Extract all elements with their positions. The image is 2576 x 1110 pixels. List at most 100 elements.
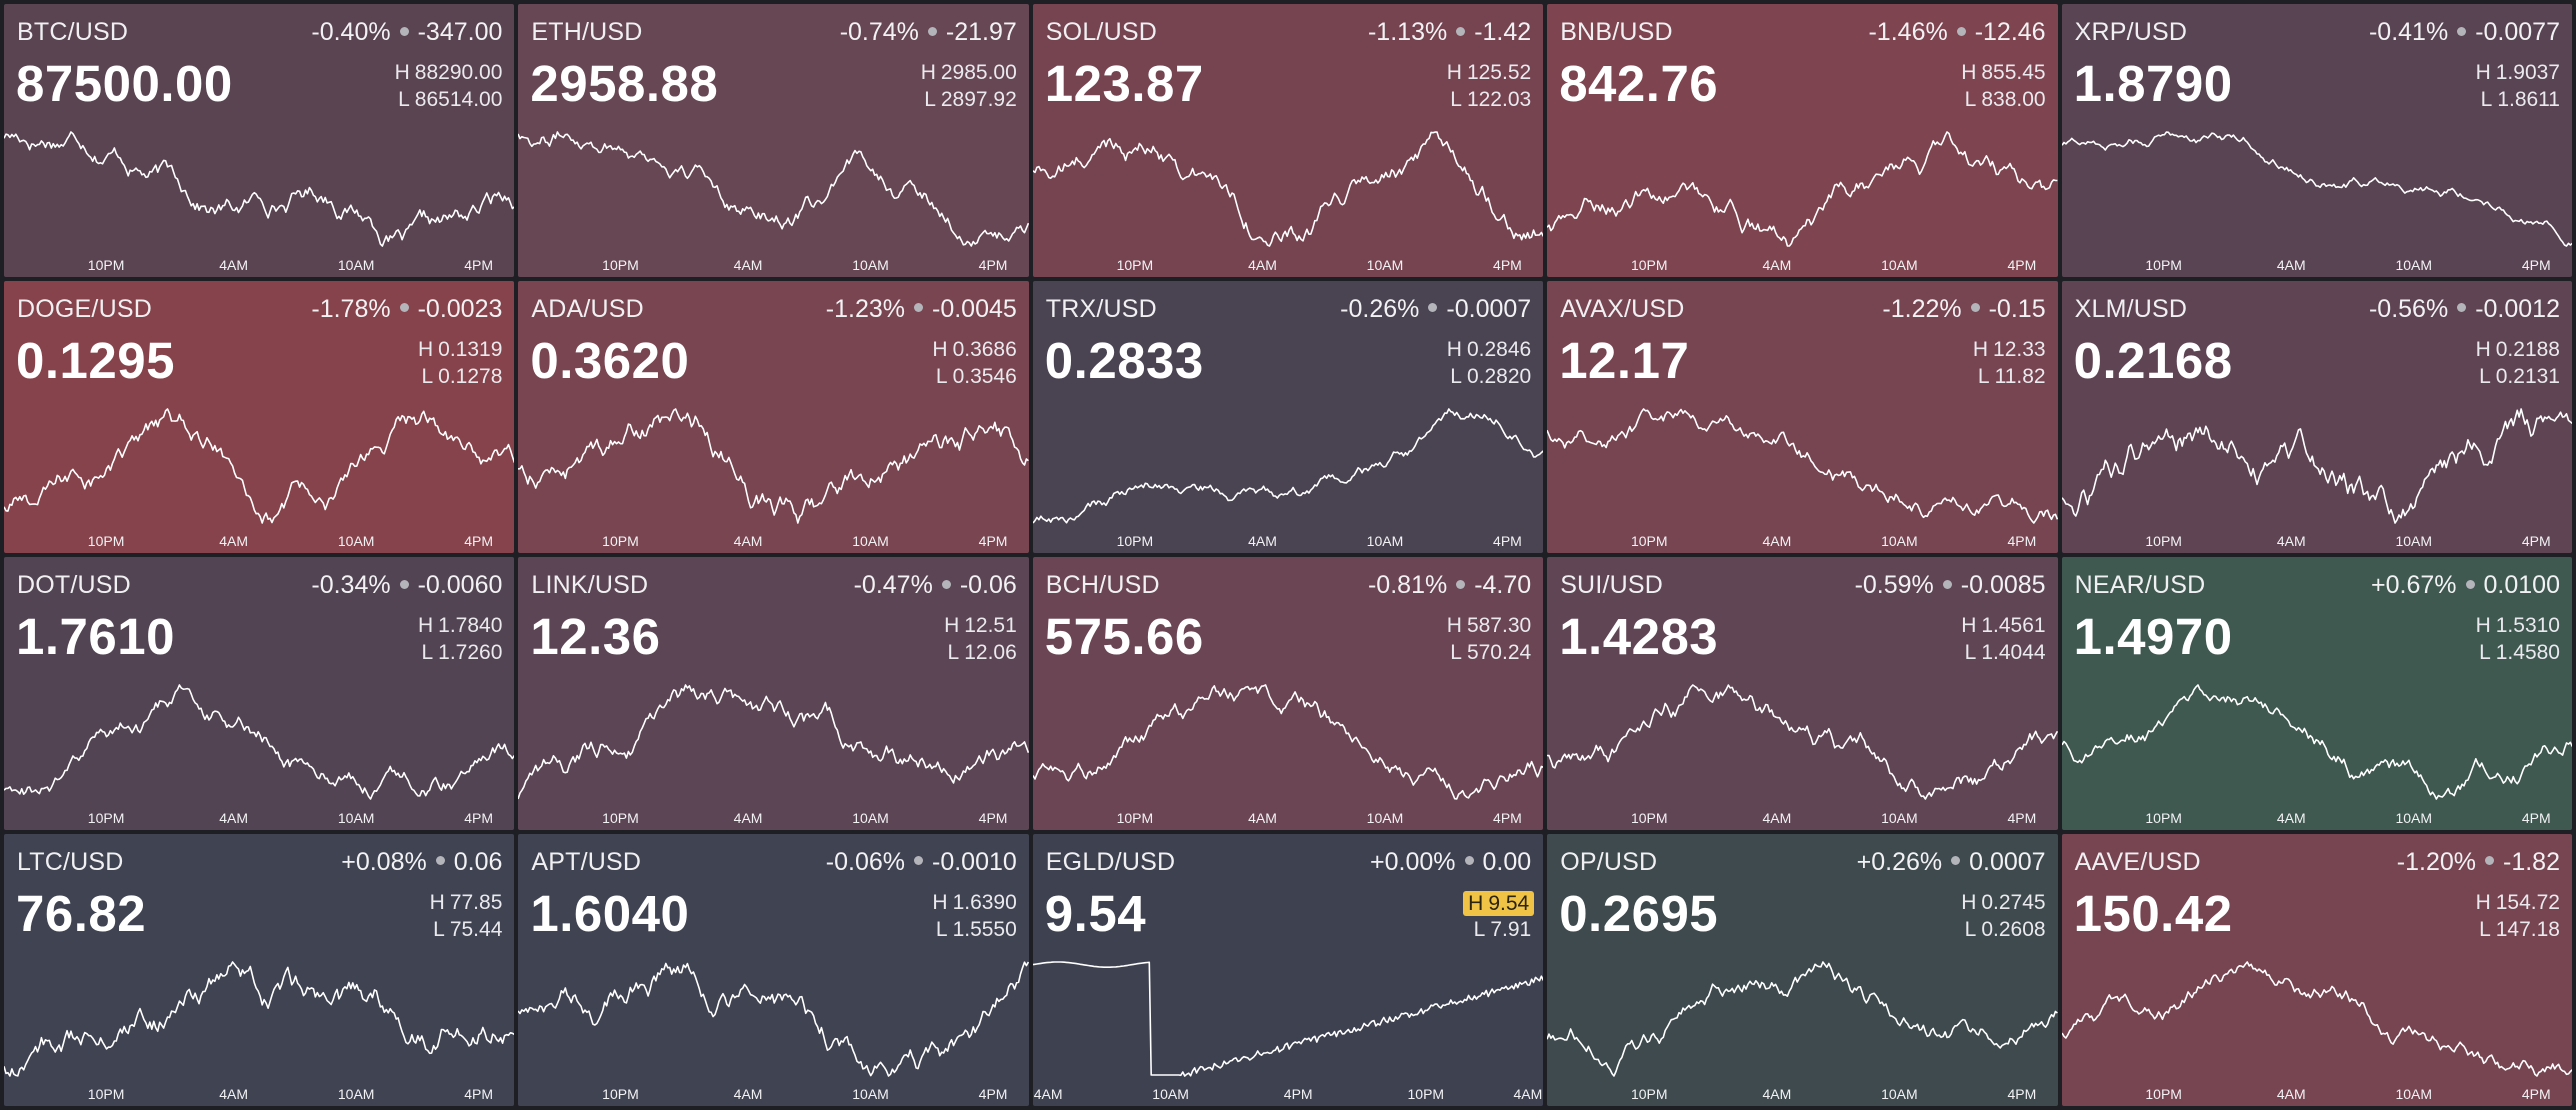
time-axis-tick: 4AM (1762, 533, 1792, 549)
change-readout: -0.34% -0.0060 (311, 571, 502, 600)
ticker-tile[interactable]: DOT/USD -0.34% -0.0060 1.7610 H 1.7840 L 1.7260… (4, 557, 515, 830)
time-axis-tick: 10PM (2145, 256, 2182, 273)
change-percent: -0.34% (311, 571, 391, 599)
time-axis-tick: 10PM (1630, 809, 1668, 826)
time-axis-tick: 4AM (1248, 256, 1277, 273)
change-readout: -1.46% -12.46 (1868, 18, 2045, 47)
low-value: L 7.91 (1473, 917, 1532, 941)
ticker-tile[interactable]: BCH/USD -0.81% -4.70 575.66 H 587.30 L 570.24 10… (1032, 557, 1544, 830)
change-percent: -0.41% (2368, 18, 2449, 46)
time-axis-tick: 10AM (852, 1086, 889, 1102)
change-absolute: -0.0060 (417, 571, 503, 599)
change-absolute: -21.97 (945, 18, 1017, 46)
price-sparkline (1032, 684, 1544, 800)
time-axis-tick: 10AM (337, 809, 375, 826)
time-axis-tick: 4PM (2007, 256, 2037, 273)
change-readout: -1.20% -1.82 (2397, 848, 2560, 877)
time-axis-tick: 10PM (2145, 1086, 2182, 1102)
ticker-tile[interactable]: SOL/USD -1.13% -1.42 123.87 H 125.52 L 122.03 10… (1032, 4, 1544, 277)
time-axis-tick: 10PM (602, 1086, 639, 1102)
time-axis-tick: 4AM (2276, 256, 2306, 273)
time-axis-tick: 4PM (1493, 256, 1522, 273)
change-percent: -1.22% (1882, 294, 1962, 323)
symbol-label: LINK/USD (531, 571, 649, 599)
last-price: 1.4283 (1559, 608, 1719, 665)
high-value: H 1.7840 (417, 614, 503, 637)
high-value: H 9.54 (1463, 890, 1535, 916)
time-axis-tick: 10PM (602, 809, 639, 826)
time-axis-tick: 10PM (1116, 809, 1154, 826)
change-percent: -0.06% (825, 847, 905, 876)
ticker-tile[interactable]: XLM/USD -0.56% -0.0012 0.2168 H 0.2188 L 0.2131… (2061, 280, 2572, 553)
ticker-tile[interactable]: NEAR/USD +0.67% 0.0100 1.4970 H 1.5310 L 1.4580… (2061, 557, 2572, 830)
last-price: 150.42 (2073, 884, 2233, 942)
ticker-tile[interactable]: LINK/USD -0.47% -0.06 12.36 H 12.51 L 12.06 10PM… (518, 557, 1029, 830)
change-readout: -1.22% -0.15 (1882, 295, 2045, 324)
separator-dot-icon (2465, 579, 2475, 589)
change-readout: -1.13% -1.42 (1368, 18, 1531, 47)
time-axis-tick: 4PM (464, 809, 494, 826)
low-value: L 1.4044 (1964, 641, 2046, 664)
ticker-tile[interactable]: ADA/USD -1.23% -0.0045 0.3620 H 0.3686 L 0.3546… (518, 280, 1029, 553)
ticker-tile[interactable]: DOGE/USD -1.78% -0.0023 0.1295 H 0.1319 L 0.127… (4, 280, 515, 553)
ticker-tile[interactable]: AAVE/USD -1.20% -1.82 150.42 H 154.72 L 147.18 1… (2061, 833, 2572, 1106)
separator-dot-icon (435, 856, 445, 866)
ticker-tile[interactable]: APT/USD -0.06% -0.0010 1.6040 H 1.6390 L 1.5550… (518, 833, 1029, 1106)
symbol-label: OP/USD (1560, 847, 1658, 876)
symbol-label: AAVE/USD (2074, 847, 2201, 876)
time-axis-tick: 4AM (1762, 256, 1792, 273)
last-price: 76.82 (16, 884, 147, 942)
ticker-tile[interactable]: XRP/USD -0.41% -0.0077 1.8790 H 1.9037 L 1.8611… (2061, 4, 2572, 277)
symbol-label: LTC/USD (17, 847, 124, 876)
time-axis-tick: 4AM (1033, 1086, 1063, 1102)
high-value: H 12.51 (944, 614, 1017, 637)
symbol-label: AVAX/USD (1560, 294, 1685, 323)
last-price: 0.2695 (1559, 884, 1719, 942)
time-axis-tick: 4PM (2007, 533, 2037, 549)
ticker-tile[interactable]: AVAX/USD -1.22% -0.15 12.17 H 12.33 L 11.82 10PM… (1547, 280, 2058, 553)
ticker-tile[interactable]: BNB/USD -1.46% -12.46 842.76 H 855.45 L 838.00 1… (1547, 4, 2058, 277)
time-axis-tick: 4PM (1493, 533, 1522, 549)
ticker-tile[interactable]: EGLD/USD +0.00% 0.00 9.54 H 9.54 L 7.91 4AM 10AM 4… (1032, 833, 1544, 1106)
time-axis-tick: 4PM (464, 1086, 494, 1102)
time-axis-tick: 4AM (219, 1086, 249, 1102)
time-axis-tick: 10PM (2145, 809, 2182, 826)
change-absolute: -0.0077 (2475, 18, 2560, 46)
ticker-tile[interactable]: BTC/USD -0.40% -347.00 87500.00 H 88290.00 L 86… (4, 4, 515, 277)
change-absolute: -0.0023 (417, 294, 503, 323)
ticker-tile[interactable]: TRX/USD -0.26% -0.0007 0.2833 H 0.2846 L 0.2820… (1032, 280, 1544, 553)
symbol-label: DOGE/USD (17, 294, 152, 323)
time-axis-tick: 10AM (2395, 533, 2433, 549)
high-value: H 587.30 (1446, 614, 1532, 637)
separator-dot-icon (2457, 303, 2467, 313)
time-axis-tick: 4AM (1248, 533, 1277, 549)
change-absolute: 0.06 (453, 847, 503, 876)
time-axis-tick: 10AM (852, 256, 889, 273)
low-value: L 0.2820 (1450, 364, 1532, 388)
separator-dot-icon (1942, 579, 1952, 589)
change-absolute: 0.00 (1482, 847, 1532, 876)
change-absolute: -0.0010 (932, 847, 1017, 876)
change-absolute: -0.0085 (1960, 571, 2046, 599)
change-absolute: -0.0012 (2475, 294, 2560, 323)
change-readout: -0.47% -0.06 (854, 571, 1017, 600)
change-percent: -1.78% (311, 294, 391, 323)
last-price: 12.17 (1559, 331, 1690, 389)
ticker-tile[interactable]: LTC/USD +0.08% 0.06 76.82 H 77.85 L 75.44 10PM 4A… (4, 833, 515, 1106)
time-axis-tick: 10PM (87, 1086, 125, 1102)
separator-dot-icon (927, 26, 937, 36)
separator-dot-icon (399, 26, 409, 36)
separator-dot-icon (2485, 856, 2494, 866)
change-readout: -0.06% -0.0010 (826, 848, 1017, 877)
time-axis-tick: 4AM (733, 809, 763, 826)
ticker-tile[interactable]: ETH/USD -0.74% -21.97 2958.88 H 2985.00 L 2897.… (518, 4, 1029, 277)
ticker-tile[interactable]: OP/USD +0.26% 0.0007 0.2695 H 0.2745 L 0.2608 10… (1547, 833, 2058, 1106)
low-value: L 0.2131 (2479, 364, 2560, 388)
ticker-tile[interactable]: SUI/USD -0.59% -0.0085 1.4283 H 1.4561 L 1.4044… (1547, 557, 2058, 830)
last-price: 1.6040 (530, 884, 690, 942)
separator-dot-icon (399, 579, 409, 589)
time-axis-tick: 10PM (87, 256, 125, 273)
high-value: H 0.3686 (932, 337, 1017, 361)
symbol-label: SUI/USD (1560, 571, 1663, 599)
change-percent: +0.67% (2371, 571, 2457, 599)
